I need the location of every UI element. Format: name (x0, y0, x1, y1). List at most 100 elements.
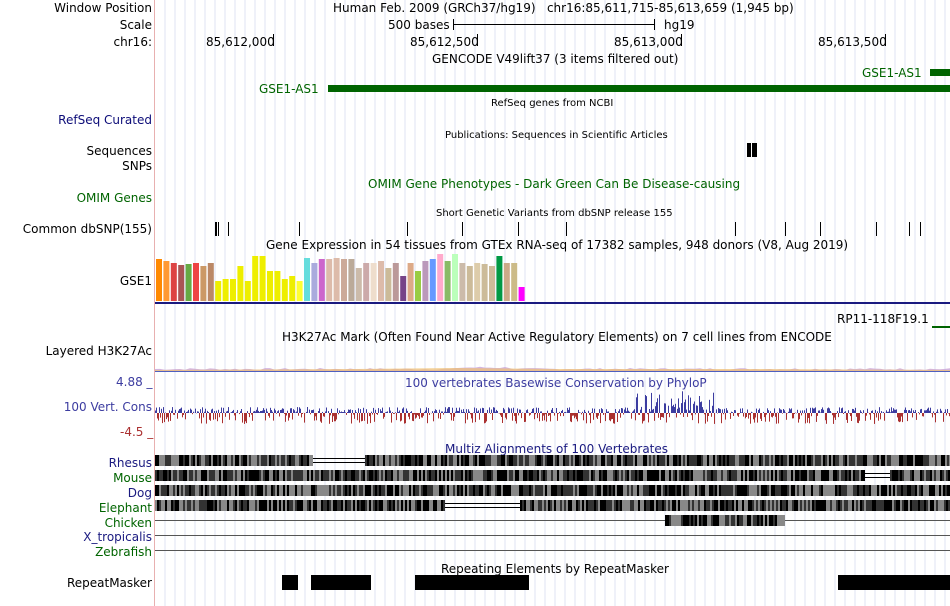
repeatmasker-track-title[interactable]: Repeating Elements by RepeatMasker (441, 562, 669, 576)
multiz-alignment-block (801, 485, 803, 496)
phylop-bar (486, 413, 487, 422)
multiz-alignment-block (891, 455, 893, 466)
multiz-alignment-block (823, 470, 825, 481)
multiz-alignment-block (499, 470, 501, 481)
phylop-bar (681, 403, 682, 413)
multiz-alignment-block (733, 485, 735, 496)
multiz-alignment-block (923, 455, 925, 466)
publications-track-title[interactable]: Publications: Sequences in Scientific Ar… (445, 130, 668, 141)
multiz-alignment-block (413, 455, 415, 466)
h3k27ac-track-label[interactable]: Layered H3K27Ac (45, 344, 152, 358)
refseq-track-title[interactable]: RefSeq genes from NCBI (491, 98, 614, 109)
phylop-bar (651, 392, 652, 413)
multiz-alignment-block (530, 500, 532, 511)
dbsnp-track-label[interactable]: Common dbSNP(155) (22, 222, 152, 236)
multiz-species-dog[interactable]: Dog (127, 486, 152, 500)
multiz-alignment-block (926, 470, 928, 481)
multiz-alignment-block (921, 455, 923, 466)
multiz-species-x-tropicalis[interactable]: X_tropicalis (83, 530, 152, 544)
multiz-species-chicken[interactable]: Chicken (104, 516, 152, 530)
multiz-alignment-block (339, 485, 341, 496)
gencode-track-title[interactable]: GENCODE V49lift37 (3 items filtered out) (432, 52, 679, 66)
omim-track-title[interactable]: OMIM Gene Phenotypes - Dark Green Can Be… (368, 177, 741, 191)
repeatmasker-track-label[interactable]: RepeatMasker (66, 576, 152, 590)
phylop-bar (372, 413, 373, 415)
phylop-track-label[interactable]: 100 Vert. Cons (63, 400, 152, 414)
multiz-alignment-block (443, 500, 445, 511)
multiz-alignment-block (785, 455, 787, 466)
gtex-track-title[interactable]: Gene Expression in 54 tissues from GTEx … (266, 238, 849, 252)
phylop-bar (445, 407, 446, 413)
gtex-gene-label-right[interactable]: RP11-118F19.1 (837, 312, 929, 326)
multiz-alignment-block (818, 500, 820, 511)
h3k27ac-track-title[interactable]: H3K27Ac Mark (Often Found Near Active Re… (282, 330, 832, 344)
gencode-gene-label-right[interactable]: GSE1-AS1 (862, 66, 922, 80)
phylop-bar (438, 413, 439, 419)
gtex-tissue-bar (274, 271, 281, 301)
phylop-bar (794, 413, 795, 414)
multiz-alignment-block (559, 455, 561, 466)
window-position-value[interactable]: Human Feb. 2009 (GRCh37/hg19) chr16:85,6… (333, 1, 794, 15)
phylop-bar (870, 413, 871, 420)
multiz-alignment-block (375, 500, 377, 511)
track-image[interactable] (155, 0, 950, 606)
multiz-alignment-block (714, 500, 716, 511)
multiz-species-rhesus[interactable]: Rhesus (108, 456, 152, 470)
multiz-alignment-block (863, 470, 865, 481)
phylop-track-title[interactable]: 100 vertebrates Basewise Conservation by… (405, 376, 707, 390)
phylop-bar (621, 408, 622, 413)
multiz-alignment-block (689, 485, 691, 496)
multiz-alignment-block (765, 470, 767, 481)
phylop-bar (534, 413, 535, 420)
multiz-alignment-block (229, 455, 231, 466)
multiz-alignment-block (944, 500, 946, 511)
multiz-alignment-block (221, 470, 223, 481)
multiz-alignment-block (708, 500, 710, 511)
phylop-bar (776, 413, 777, 424)
multiz-species-mouse[interactable]: Mouse (113, 471, 152, 485)
multiz-alignment-block (829, 470, 831, 481)
publications-label-sequences[interactable]: Sequences (86, 144, 152, 158)
multiz-alignment-block (679, 470, 681, 481)
multiz-alignment-block (193, 485, 195, 496)
multiz-alignment-block (283, 500, 285, 511)
phylop-bar (826, 413, 827, 424)
multiz-alignment-block (527, 485, 529, 496)
multiz-alignment-line (155, 550, 950, 551)
multiz-species-zebrafish[interactable]: Zebrafish (95, 545, 152, 559)
multiz-alignment-block (905, 485, 907, 496)
phylop-bar (337, 408, 338, 413)
gencode-gene-label-left[interactable]: GSE1-AS1 (259, 82, 319, 96)
publications-label-snps[interactable]: SNPs (122, 159, 152, 173)
dbsnp-track-title[interactable]: Short Genetic Variants from dbSNP releas… (436, 208, 673, 219)
multiz-alignment-block (487, 485, 489, 496)
phylop-bar (719, 408, 720, 413)
multiz-alignment-block (277, 500, 279, 511)
multiz-alignment-block (197, 500, 199, 511)
multiz-alignment-block (853, 455, 855, 466)
multiz-alignment-block (323, 485, 325, 496)
multiz-alignment-block (577, 470, 579, 481)
gtex-tissue-bar (481, 264, 488, 301)
multiz-alignment-block (815, 485, 817, 496)
multiz-species-elephant[interactable]: Elephant (98, 501, 152, 515)
phylop-bar (837, 411, 838, 413)
phylop-bar (571, 413, 572, 423)
multiz-alignment-block (785, 485, 787, 496)
phylop-bar (551, 409, 552, 413)
refseq-track-label[interactable]: RefSeq Curated (58, 113, 152, 127)
multiz-alignment-block (781, 470, 783, 481)
phylop-bar (543, 413, 544, 416)
multiz-alignment-block (189, 500, 191, 511)
gtex-gene-label[interactable]: GSE1 (119, 274, 152, 288)
omim-track-label[interactable]: OMIM Genes (76, 191, 152, 205)
multiz-alignment-block (648, 500, 650, 511)
multiz-alignment-block (717, 470, 719, 481)
phylop-bar (834, 413, 835, 418)
phylop-bar (579, 412, 580, 413)
multiz-track-title[interactable]: Multiz Alignments of 100 Vertebrates (445, 442, 669, 456)
multiz-alignment-block (839, 470, 841, 481)
multiz-alignment-block (271, 485, 273, 496)
multiz-alignment-block (165, 470, 167, 481)
multiz-alignment-block (315, 470, 317, 481)
